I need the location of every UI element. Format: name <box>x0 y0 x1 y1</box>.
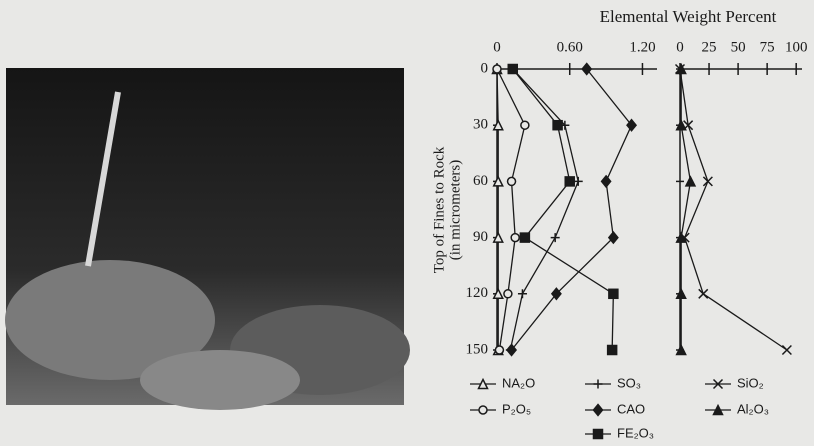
marker <box>504 290 512 298</box>
figure: Elemental Weight Percent Top of Fines to… <box>0 0 814 446</box>
x-tick-label: 25 <box>702 39 717 55</box>
rock <box>140 350 300 410</box>
marker <box>495 346 503 354</box>
marker <box>608 346 617 355</box>
x-tick-label: 0.60 <box>557 39 583 55</box>
y-axis-label: (in micrometers) <box>447 160 463 260</box>
legend-label: SO₃ <box>617 375 641 390</box>
marker <box>493 65 501 73</box>
y-axis-label: Top of Fines to Rock <box>431 146 447 273</box>
y-tick-label: 150 <box>466 341 489 357</box>
marker <box>521 121 529 129</box>
chart-title: Elemental Weight Percent <box>600 7 777 26</box>
y-tick-label: 0 <box>481 60 489 76</box>
x-tick-label: 50 <box>731 39 746 55</box>
x-tick-label: 75 <box>760 39 775 55</box>
marker <box>565 177 574 186</box>
y-tick-label: 120 <box>466 285 489 301</box>
legend-label: Al₂O₃ <box>737 401 769 416</box>
marker <box>508 65 517 74</box>
y-tick-label: 30 <box>473 117 488 133</box>
marker <box>553 121 562 130</box>
marker <box>508 177 516 185</box>
marker <box>479 406 487 414</box>
legend-label: CAO <box>617 401 645 416</box>
y-tick-label: 60 <box>473 173 488 189</box>
legend-label: SiO₂ <box>737 375 764 390</box>
marker <box>511 234 519 242</box>
marker <box>609 289 618 298</box>
marker <box>520 233 529 242</box>
legend-label: NA₂O <box>502 375 535 390</box>
photo <box>5 68 410 410</box>
legend-label: P₂O₅ <box>502 401 531 416</box>
x-tick-label: 1.20 <box>629 39 655 55</box>
marker <box>594 430 603 439</box>
y-tick-label: 90 <box>473 229 488 245</box>
x-tick-label: 0 <box>493 39 501 55</box>
x-tick-label: 0 <box>676 39 684 55</box>
x-tick-label: 100 <box>785 39 808 55</box>
legend-label: FE₂O₃ <box>617 425 654 440</box>
